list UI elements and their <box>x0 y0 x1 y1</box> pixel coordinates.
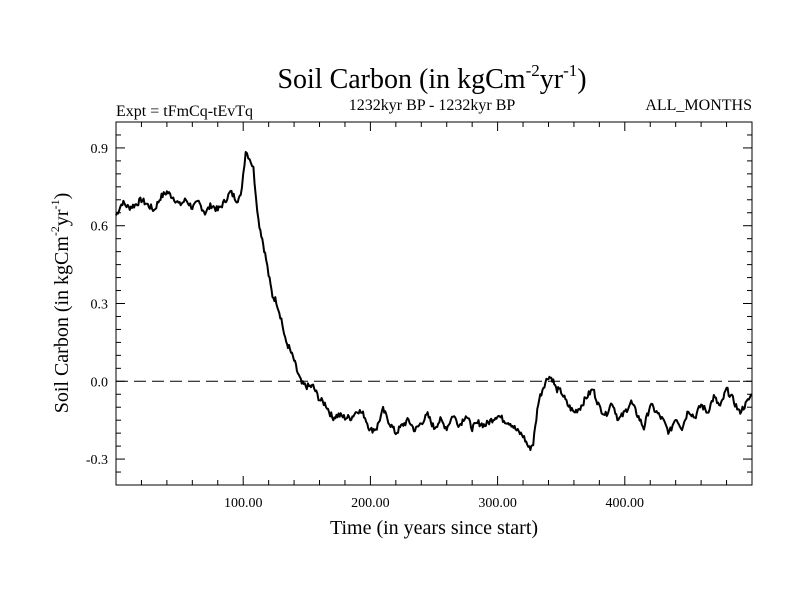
subtitle-experiment: Expt = tFmCq-tEvTq <box>116 103 253 120</box>
chart-title-mid: yr <box>540 64 564 95</box>
soil-carbon-series-line <box>115 151 753 451</box>
y-axis-label-sup2: -1 <box>48 199 62 209</box>
axis-tick-labels: 0.9 0.6 0.3 0.0 -0.3 100.00 200.00 300.00 400.00 <box>86 142 644 511</box>
chart-title-end: ) <box>577 64 586 95</box>
y-axis-label: Soil Carbon (in kgCm-2yr-1) <box>48 193 73 414</box>
chart-title: Soil Carbon (in kgCm-2yr-1) <box>277 61 586 95</box>
chart-title-sup1: -2 <box>526 61 540 80</box>
chart-title-sup2: -1 <box>563 61 577 80</box>
plot-frame <box>115 121 753 486</box>
y-tick-label: 0.6 <box>91 220 109 235</box>
y-tick-label: -0.3 <box>86 453 108 468</box>
y-tick-label: 0.0 <box>91 375 109 390</box>
subtitle-months: ALL_MONTHS <box>645 97 752 114</box>
y-axis-label-end: ) <box>51 193 73 200</box>
x-tick-label: 400.00 <box>606 496 645 511</box>
x-tick-label: 200.00 <box>351 496 390 511</box>
x-tick-label: 300.00 <box>478 496 517 511</box>
y-axis-label-mid: yr <box>51 209 73 226</box>
y-tick-label: 0.3 <box>91 298 109 313</box>
y-axis-label-main: Soil Carbon (in kgCm <box>51 236 73 414</box>
y-tick-label: 0.9 <box>91 142 109 157</box>
y-axis-label-sup1: -2 <box>48 226 62 236</box>
subtitle-period: 1232kyr BP - 1232kyr BP <box>349 97 516 114</box>
x-axis-label: Time (in years since start) <box>330 517 538 539</box>
axis-ticks <box>115 121 753 486</box>
x-tick-label: 100.00 <box>224 496 263 511</box>
chart-title-main: Soil Carbon (in kgCm <box>277 64 525 95</box>
